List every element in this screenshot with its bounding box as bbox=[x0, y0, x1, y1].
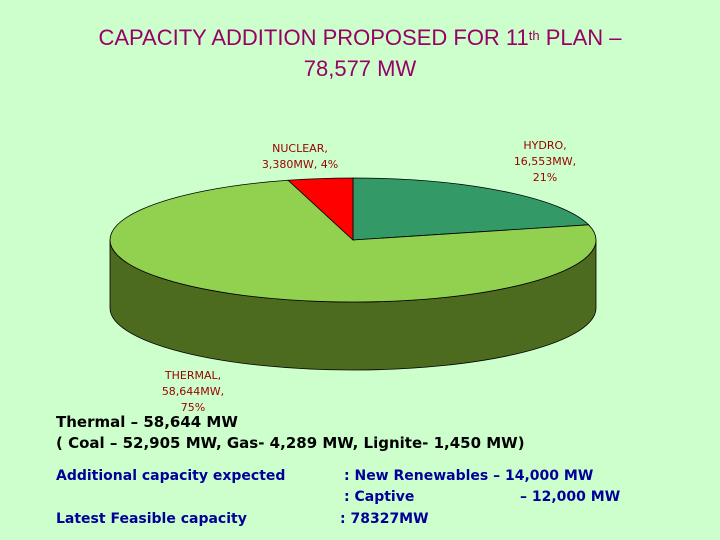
pie-slice-0 bbox=[352, 177, 590, 241]
slice-label-hydro: HYDRO, 16,553MW, 21% bbox=[490, 138, 600, 186]
feasible-capacity-value: : 78327MW bbox=[340, 511, 429, 527]
title-suffix: PLAN – bbox=[539, 25, 622, 50]
feasible-capacity-label: Latest Feasible capacity bbox=[56, 511, 247, 527]
slice-label-thermal: THERMAL, 58,644MW, 75% bbox=[138, 368, 248, 416]
additional-capacity-label: Additional capacity expected bbox=[56, 468, 286, 484]
pie-slice-1 bbox=[109, 179, 597, 303]
page-title: CAPACITY ADDITION PROPOSED FOR 11th PLAN… bbox=[0, 22, 720, 84]
hydro-label-percent: 21% bbox=[532, 171, 558, 184]
pie-slice-2 bbox=[287, 177, 354, 241]
thermal-label-percent: 75% bbox=[180, 401, 206, 414]
thermal-total-line: Thermal – 58,644 MW bbox=[56, 413, 238, 431]
slice-label-nuclear: NUCLEAR, 3,380MW, 4% bbox=[244, 141, 356, 173]
title-superscript: th bbox=[528, 28, 540, 43]
title-line-1: CAPACITY ADDITION PROPOSED FOR 11th PLAN… bbox=[0, 22, 720, 53]
captive-label: : Captive bbox=[344, 489, 415, 505]
title-line-2: 78,577 MW bbox=[303, 56, 417, 81]
thermal-label-name: THERMAL, bbox=[164, 369, 222, 382]
hydro-label-name: HYDRO, bbox=[523, 139, 567, 152]
new-renewables-value: : New Renewables – 14,000 MW bbox=[344, 468, 594, 484]
title-prefix: CAPACITY ADDITION PROPOSED FOR 11 bbox=[98, 25, 529, 50]
thermal-breakdown-line: ( Coal – 52,905 MW, Gas- 4,289 MW, Ligni… bbox=[56, 434, 525, 452]
hydro-label-value: 16,553MW, bbox=[513, 155, 577, 168]
thermal-label-value: 58,644MW, bbox=[161, 385, 225, 398]
captive-value: – 12,000 MW bbox=[520, 489, 621, 505]
nuclear-label-value: 3,380MW, 4% bbox=[261, 158, 339, 171]
nuclear-label-name: NUCLEAR, bbox=[272, 142, 328, 155]
